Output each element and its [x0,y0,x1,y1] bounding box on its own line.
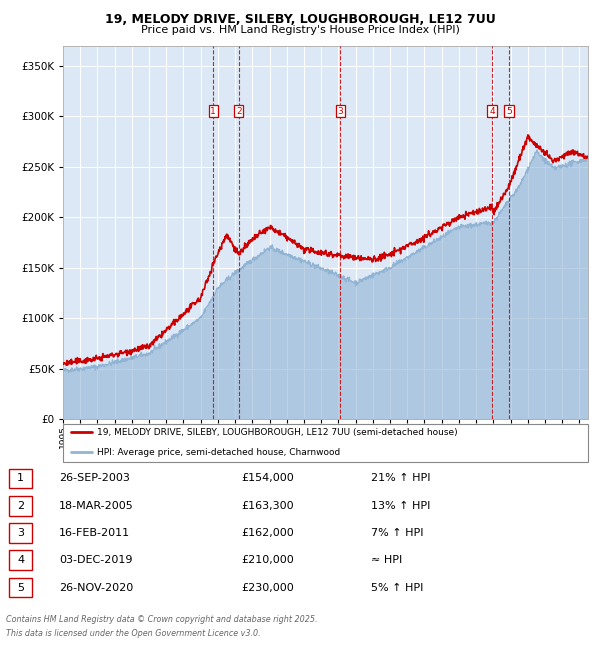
Text: Price paid vs. HM Land Registry's House Price Index (HPI): Price paid vs. HM Land Registry's House … [140,25,460,34]
Text: 2: 2 [17,500,24,511]
Text: 5: 5 [17,582,24,593]
Text: 19, MELODY DRIVE, SILEBY, LOUGHBOROUGH, LE12 7UU (semi-detached house): 19, MELODY DRIVE, SILEBY, LOUGHBOROUGH, … [97,428,458,437]
Text: 2: 2 [236,107,242,116]
Text: 19, MELODY DRIVE, SILEBY, LOUGHBOROUGH, LE12 7UU: 19, MELODY DRIVE, SILEBY, LOUGHBOROUGH, … [104,13,496,26]
Text: 4: 4 [489,107,495,116]
Text: 13% ↑ HPI: 13% ↑ HPI [371,500,430,511]
Text: 18-MAR-2005: 18-MAR-2005 [59,500,134,511]
Text: £163,300: £163,300 [241,500,294,511]
Text: £210,000: £210,000 [241,555,294,566]
FancyBboxPatch shape [9,578,32,597]
Text: 4: 4 [17,555,24,566]
Text: 21% ↑ HPI: 21% ↑ HPI [371,473,430,484]
Text: 26-NOV-2020: 26-NOV-2020 [59,582,133,593]
Text: 16-FEB-2011: 16-FEB-2011 [59,528,130,538]
FancyBboxPatch shape [9,469,32,488]
Text: 5% ↑ HPI: 5% ↑ HPI [371,582,423,593]
Text: 5: 5 [506,107,512,116]
Text: £162,000: £162,000 [241,528,294,538]
FancyBboxPatch shape [9,523,32,543]
Text: £230,000: £230,000 [241,582,294,593]
FancyBboxPatch shape [63,424,588,462]
Text: 1: 1 [17,473,24,484]
Text: HPI: Average price, semi-detached house, Charnwood: HPI: Average price, semi-detached house,… [97,448,340,456]
Text: Contains HM Land Registry data © Crown copyright and database right 2025.: Contains HM Land Registry data © Crown c… [6,615,317,624]
Text: 3: 3 [17,528,24,538]
Text: £154,000: £154,000 [241,473,294,484]
Text: 7% ↑ HPI: 7% ↑ HPI [371,528,423,538]
Text: 3: 3 [338,107,343,116]
Text: This data is licensed under the Open Government Licence v3.0.: This data is licensed under the Open Gov… [6,629,260,638]
Text: ≈ HPI: ≈ HPI [371,555,402,566]
FancyBboxPatch shape [9,496,32,515]
Text: 26-SEP-2003: 26-SEP-2003 [59,473,130,484]
FancyBboxPatch shape [9,551,32,570]
Text: 03-DEC-2019: 03-DEC-2019 [59,555,133,566]
Text: 1: 1 [211,107,216,116]
